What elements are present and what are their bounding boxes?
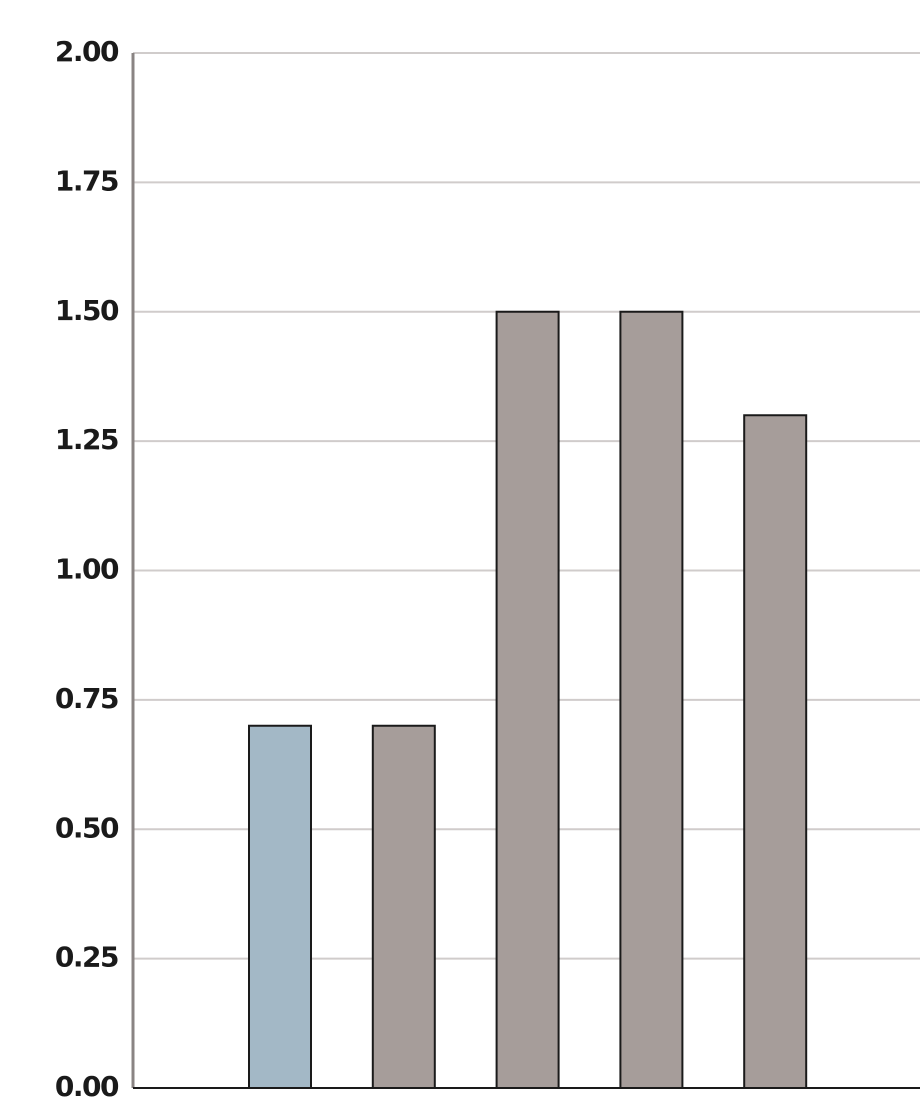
bar [619,310,684,1089]
bar [495,310,560,1089]
bar [743,414,808,1089]
y-tick-label: 1.25 [55,423,118,456]
y-tick-label: 1.00 [55,553,119,586]
y-tick-label: 0.50 [55,811,119,844]
y-tick-label: 0.25 [55,941,118,974]
y-tick-label: 0.75 [55,682,118,715]
bar [248,724,312,1089]
y-tick-label: 2.00 [55,35,119,68]
y-tick-label: 1.75 [55,164,118,197]
bar [371,724,436,1089]
y-tick-label: 0.00 [55,1070,119,1103]
y-tick-label: 1.50 [55,294,119,327]
